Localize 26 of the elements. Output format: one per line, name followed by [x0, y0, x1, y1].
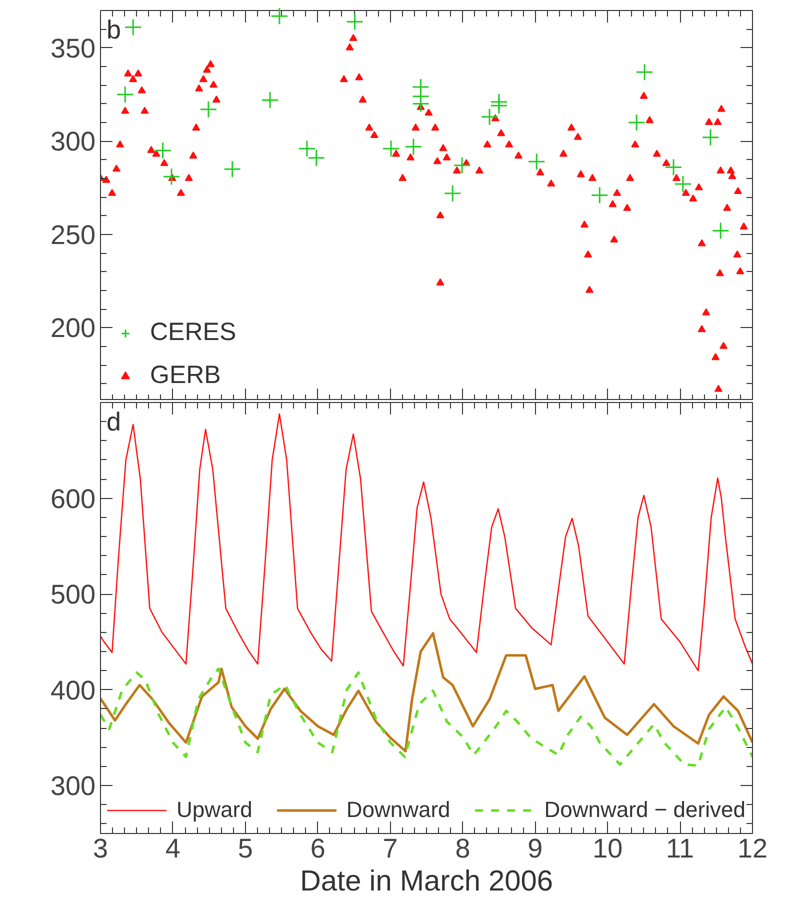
x-axis-title: Date in March 2006 [300, 866, 554, 898]
x-tick-label: 7 [382, 834, 398, 864]
legend-label: GERB [150, 361, 221, 390]
x-tick-label: 11 [666, 834, 694, 864]
x-tick-label: 6 [310, 834, 326, 864]
y-tick-label: 600 [50, 484, 96, 514]
annotation: b [106, 14, 121, 44]
x-tick-label: 4 [165, 834, 180, 864]
x-tick-label: 9 [528, 834, 543, 864]
legend-label: CERES [150, 318, 236, 347]
y-tick-label: 300 [50, 771, 96, 802]
y-tick-label: 500 [50, 580, 96, 610]
y-tick-label: 250 [50, 220, 96, 250]
x-tick-label: 8 [455, 834, 470, 864]
legend-label: Upward [176, 797, 252, 823]
x-tick-label: 3 [92, 834, 108, 864]
legend-label: Downward [346, 797, 450, 823]
x-tick-label: 12 [737, 834, 768, 864]
legend-label: Downward − derived [544, 797, 746, 823]
y-tick-label: 350 [50, 33, 96, 64]
annotation: d [106, 406, 121, 436]
y-tick-label: 200 [50, 313, 96, 344]
y-tick-label: 300 [50, 126, 96, 157]
x-tick-label: 10 [592, 834, 623, 864]
y-tick-label: 400 [50, 675, 96, 706]
x-tick-label: 5 [238, 834, 253, 864]
